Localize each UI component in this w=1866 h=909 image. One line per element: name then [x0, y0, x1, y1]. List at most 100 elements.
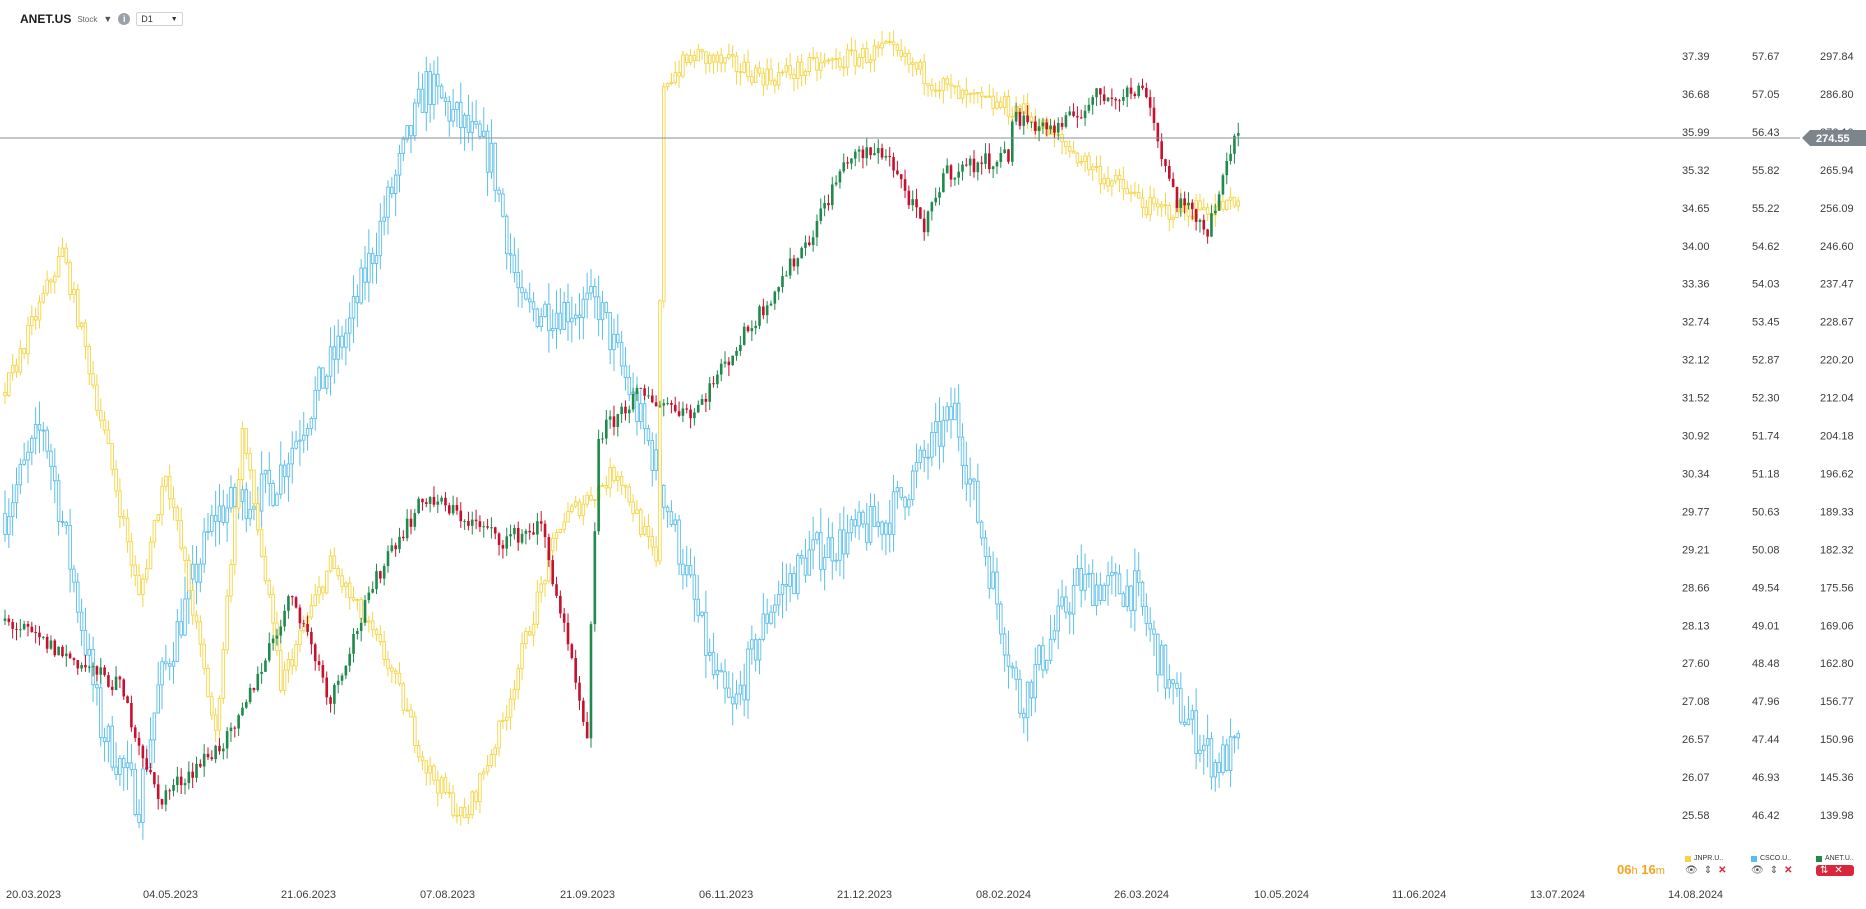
reorder-icon[interactable]: ⇕	[1703, 865, 1713, 876]
candle-anet	[880, 148, 884, 158]
candle-jnpr	[420, 756, 425, 762]
candle-anet	[7, 618, 11, 623]
candle-jnpr	[769, 68, 773, 82]
candle-anet	[1064, 115, 1068, 127]
candle-anet	[1141, 85, 1144, 88]
candle-csco	[221, 505, 226, 523]
candle-csco	[976, 480, 980, 523]
candle-anet	[742, 326, 746, 345]
candle-anet	[302, 623, 306, 625]
candle-anet	[53, 640, 57, 656]
candle-anet	[1156, 122, 1160, 142]
candle-anet	[739, 344, 742, 351]
candle-csco	[1117, 573, 1122, 595]
candle-anet	[490, 527, 493, 529]
y-tick-label: 29.21	[1682, 544, 1710, 556]
close-icon[interactable]: ✕	[1718, 865, 1727, 876]
candle-jnpr	[171, 498, 176, 509]
candle-csco	[49, 450, 53, 468]
chevron-down-icon[interactable]: ▼	[103, 14, 113, 24]
candle-anet	[1233, 135, 1236, 154]
candle-csco	[1075, 568, 1080, 586]
x-tick-label: 26.03.2024	[1114, 889, 1169, 901]
candle-jnpr	[256, 503, 260, 531]
eye-icon[interactable]: 👁	[1685, 865, 1698, 876]
y-tick-label: 56.43	[1752, 127, 1780, 139]
candle-csco	[1194, 710, 1198, 754]
candle-jnpr	[930, 84, 934, 91]
candle-anet	[968, 158, 972, 166]
candle-jnpr	[1075, 152, 1080, 164]
candle-anet	[38, 632, 41, 638]
candle-jnpr	[1133, 191, 1137, 194]
candle-jnpr	[18, 348, 23, 373]
candle-csco	[1022, 712, 1026, 719]
candle-csco	[367, 252, 371, 283]
candle-anet	[482, 526, 486, 528]
candle-jnpr	[937, 89, 942, 92]
y-tick-label: 54.03	[1752, 279, 1780, 291]
symbol-label[interactable]: ANET.US	[20, 12, 72, 26]
candle-anet	[1003, 149, 1006, 154]
candle-csco	[527, 298, 532, 303]
candle-anet	[995, 161, 999, 167]
candle-jnpr	[141, 578, 145, 595]
candle-csco	[1052, 630, 1057, 640]
candle-csco	[1190, 710, 1195, 720]
candle-anet	[42, 636, 45, 638]
candle-jnpr	[543, 580, 547, 585]
close-icon[interactable]: ✕	[1784, 865, 1793, 876]
candle-anet	[1087, 104, 1091, 111]
remove-series-button[interactable]: ⇅ ✕	[1816, 865, 1854, 876]
candle-csco	[983, 537, 988, 557]
candle-csco	[723, 671, 727, 689]
candle-jnpr	[37, 301, 42, 321]
candle-anet	[712, 383, 715, 385]
candle-anet	[949, 165, 953, 180]
candle-csco	[707, 651, 712, 656]
y-tick-label: 28.66	[1682, 582, 1710, 594]
candle-csco	[650, 440, 655, 471]
candle-csco	[1006, 654, 1011, 667]
candle-csco	[393, 174, 398, 194]
candle-jnpr	[351, 597, 356, 601]
candle-csco	[152, 712, 157, 741]
candle-jnpr	[10, 364, 15, 374]
candle-csco	[719, 669, 723, 673]
candle-jnpr	[853, 50, 858, 67]
candle-anet	[516, 527, 520, 543]
candle-anet	[68, 653, 72, 659]
candle-csco	[405, 125, 409, 140]
eye-icon[interactable]: 👁	[1751, 865, 1764, 876]
candle-jnpr	[953, 85, 957, 88]
candle-csco	[313, 389, 317, 419]
candle-csco	[363, 267, 367, 283]
info-icon[interactable]: i	[118, 13, 131, 25]
candle-jnpr	[436, 779, 440, 794]
candle-csco	[1232, 736, 1237, 739]
y-tick-label: 57.05	[1752, 89, 1780, 101]
reorder-icon[interactable]: ⇕	[1769, 865, 1779, 876]
candle-csco	[734, 693, 739, 705]
candle-anet	[631, 394, 635, 410]
candle-csco	[887, 522, 892, 535]
candle-csco	[895, 487, 900, 493]
candle-csco	[386, 186, 390, 218]
candle-anet	[543, 523, 547, 538]
candle-jnpr	[324, 570, 329, 594]
candle-csco	[535, 308, 540, 328]
legend-label: ANET.U..	[1825, 855, 1854, 862]
candle-jnpr	[803, 71, 808, 76]
legend-label: JNPR.U..	[1694, 855, 1724, 862]
candle-anet	[1133, 93, 1137, 97]
candle-csco	[780, 583, 785, 595]
candle-anet	[582, 700, 585, 722]
candle-anet	[110, 686, 114, 690]
candle-csco	[275, 493, 279, 506]
candle-anet	[677, 411, 681, 416]
candle-jnpr	[462, 806, 467, 819]
timeframe-select[interactable]: D1 ▼	[136, 12, 183, 26]
y-tick-label: 175.56	[1820, 582, 1854, 594]
candle-anet	[153, 772, 156, 785]
